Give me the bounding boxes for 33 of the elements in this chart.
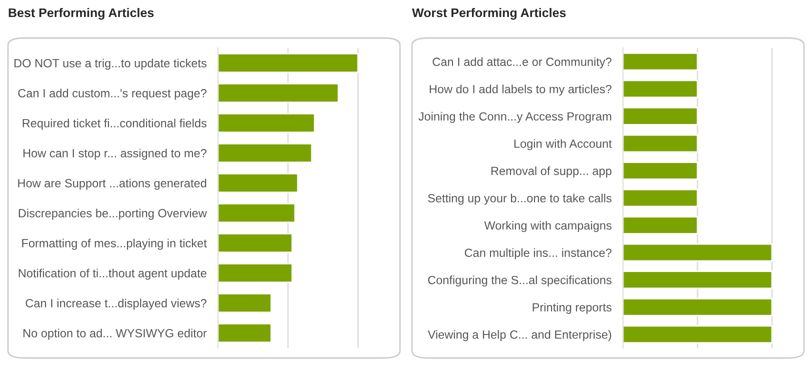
y-tick-label: Configuring the S...al specifications	[428, 276, 612, 287]
y-tick-label: Notification of ti...thout agent update	[18, 268, 206, 280]
y-tick-label: Can I add attac...e or Community?	[432, 57, 612, 68]
y-tick-label: DO NOT use a trig...to update tickets	[14, 58, 206, 70]
y-tick-label: Required ticket fi...conditional fields	[22, 118, 206, 130]
y-tick-label: How do I add labels to my articles?	[430, 84, 612, 96]
bar	[218, 53, 359, 73]
text: Best Performing Articles	[8, 8, 154, 20]
bar	[218, 233, 293, 253]
y-tick-label: Setting up your b...one to take calls	[428, 194, 612, 205]
bar	[218, 113, 316, 133]
y-tick-label: Login with Account	[514, 139, 612, 150]
bar	[218, 203, 296, 223]
y-tick-label: Removal of supp... app	[491, 166, 612, 178]
bar	[218, 173, 298, 193]
y-tick-label: Viewing a Help C... and Enterprise)	[428, 330, 612, 342]
y-tick-label: How can I stop r... assigned to me?	[23, 148, 206, 160]
y-tick-label: Discrepancies be...porting Overview	[18, 208, 207, 220]
y-tick-label: Can I increase t...displayed views?	[26, 298, 206, 310]
text: Worst Performing Articles	[412, 8, 566, 20]
y-tick-label: Working with campaigns	[484, 220, 612, 232]
bar	[218, 323, 272, 343]
bar	[218, 293, 272, 313]
bar	[218, 263, 293, 283]
y-tick-label: Printing reports	[532, 302, 612, 314]
y-tick-label: Joining the Conn...y Access Program	[418, 112, 612, 123]
y-tick-label: How are Support ...ations generated	[18, 178, 206, 190]
y-tick-label: Can I add custom...'s request page?	[18, 88, 206, 100]
y-tick-label: Can multiple ins... instance?	[464, 248, 612, 260]
y-tick-label: No option to ad... WYSIWYG editor	[23, 328, 207, 340]
y-tick-label: Formatting of mes...playing in ticket	[22, 238, 207, 250]
bar	[218, 143, 312, 163]
bar	[218, 83, 340, 103]
